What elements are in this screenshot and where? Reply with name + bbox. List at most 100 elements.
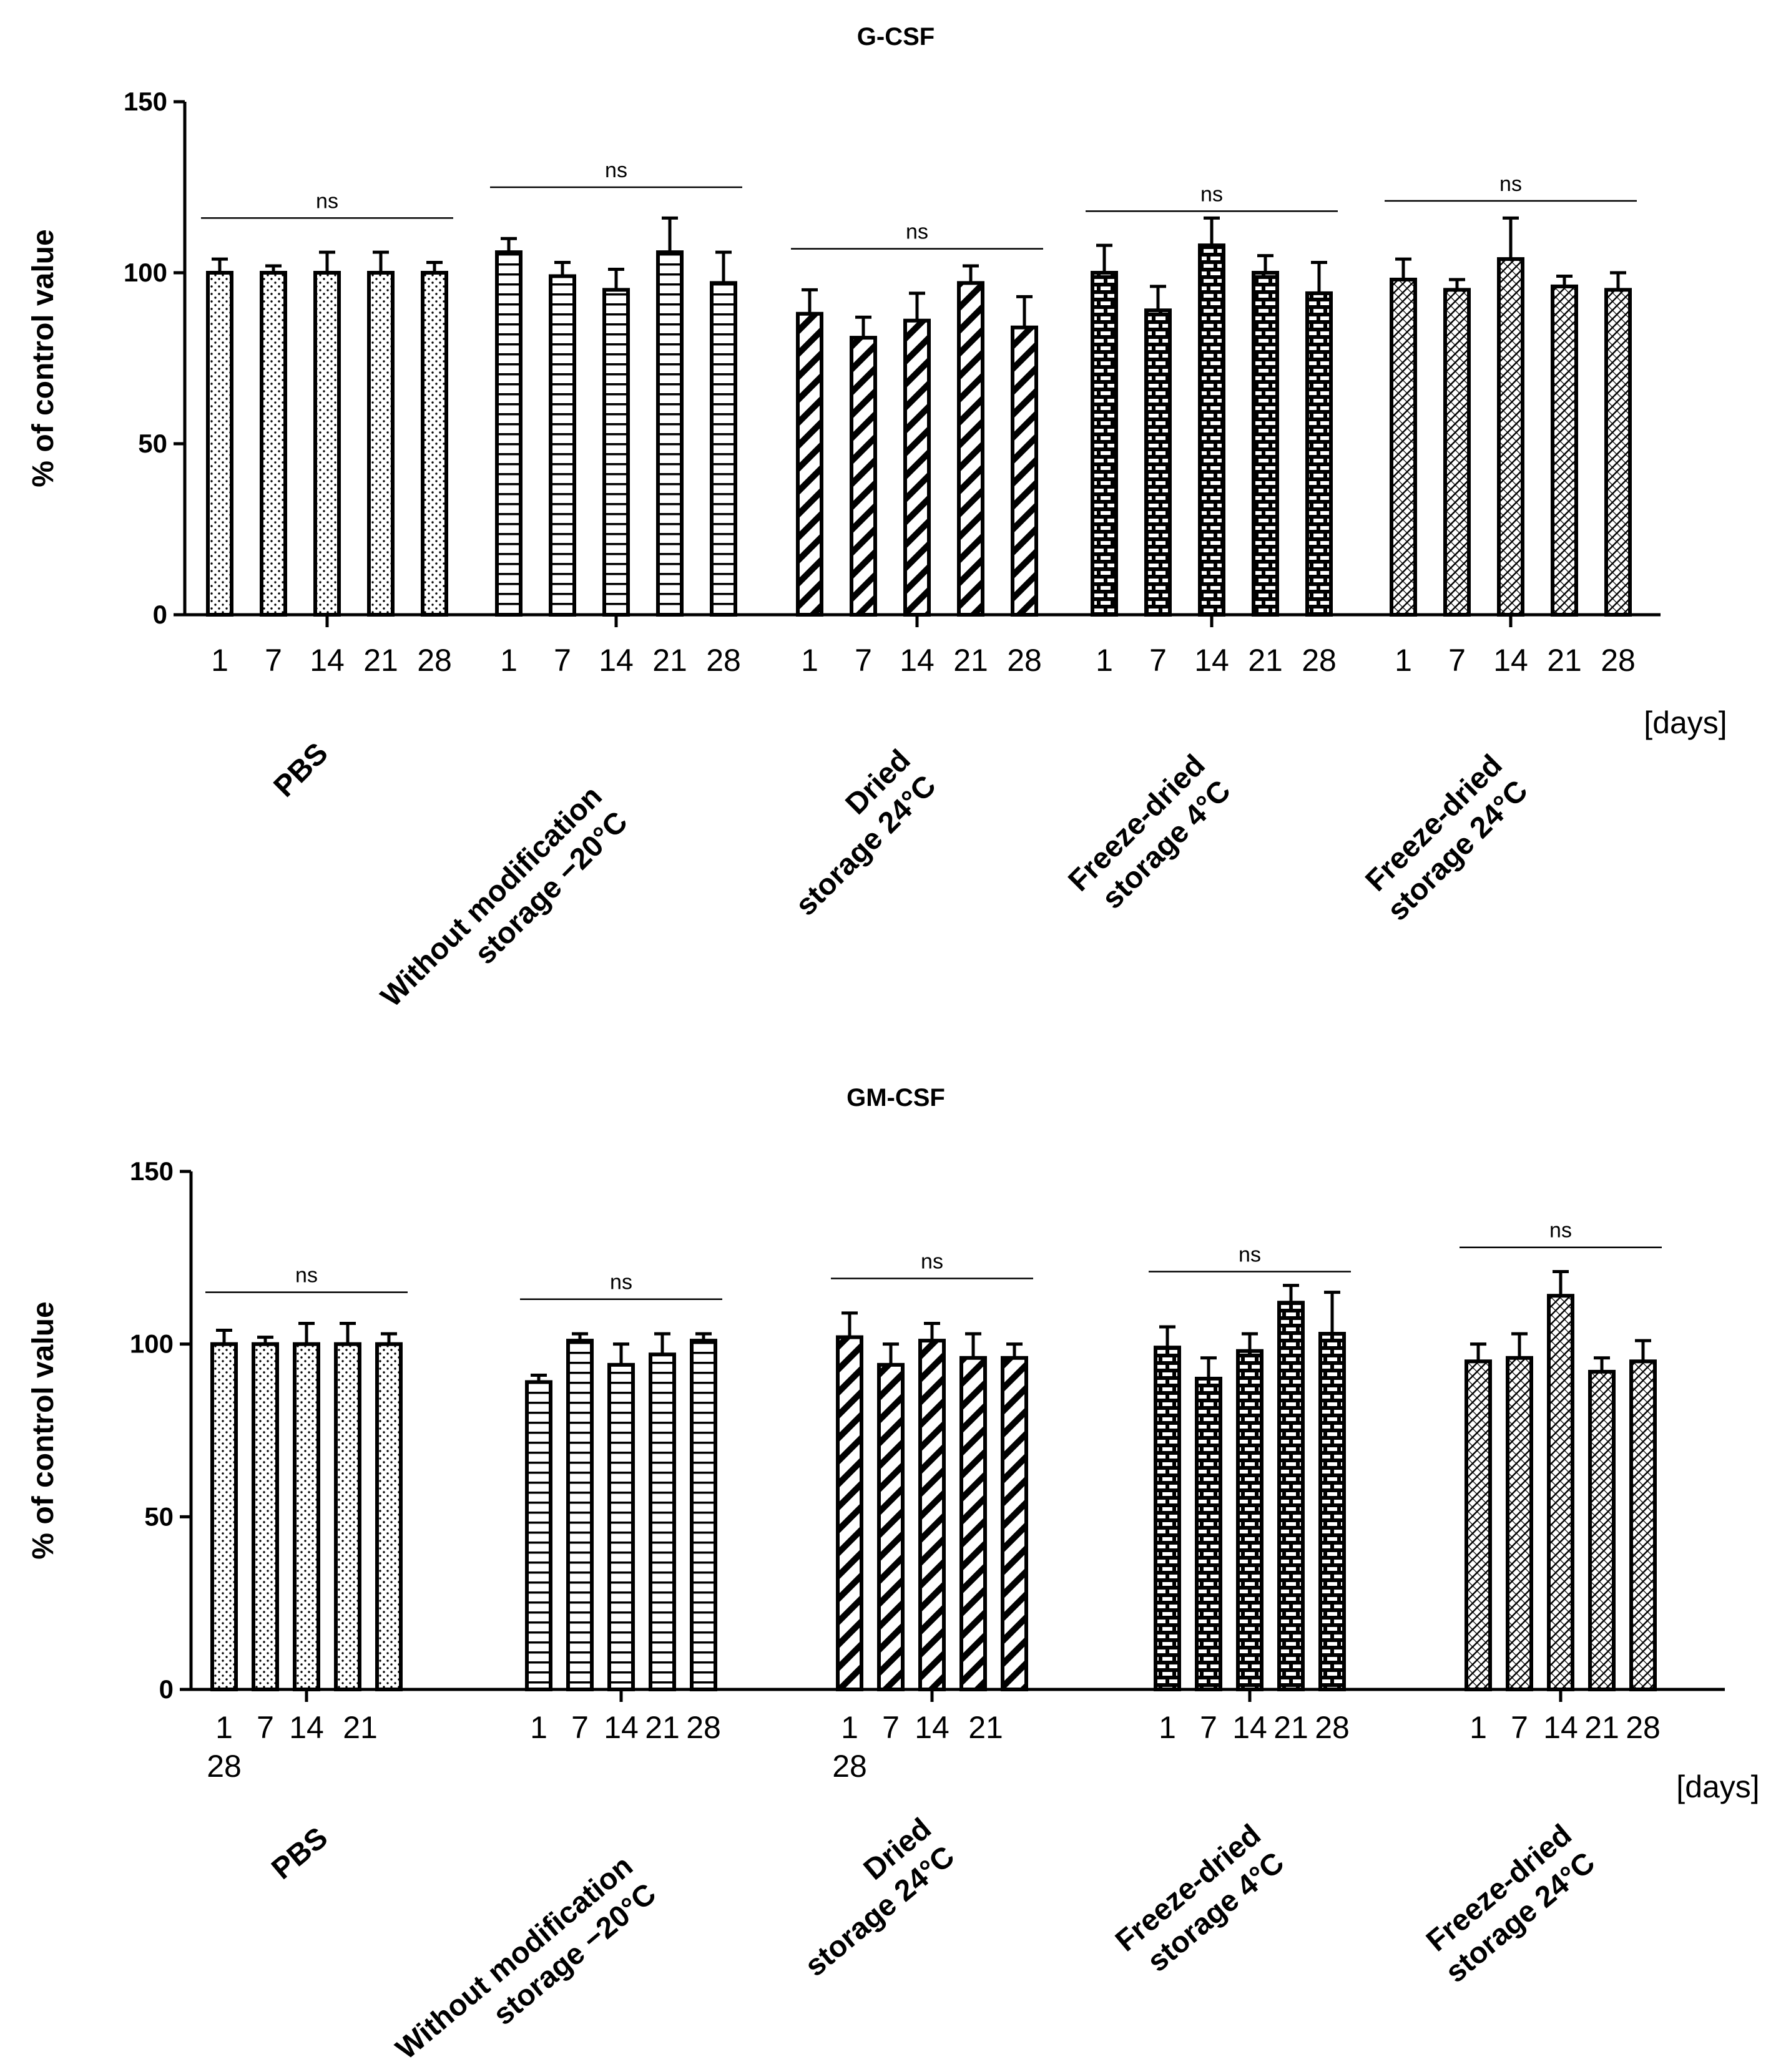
bar-group: 1 7 14 21 28 ns Freeze-driedstorage 4°C [1109,1243,1351,1985]
significance-label: ns [295,1264,318,1288]
bar [1252,271,1279,617]
group-label-line: PBS [265,1821,334,1886]
bar [566,1339,594,1691]
significance-label: ns [1499,172,1522,196]
y-tick-label: 100 [130,1329,174,1359]
significance-label: ns [1200,182,1223,206]
x-tick-label: 7 [571,1710,589,1745]
bar [421,271,448,617]
bar [334,1342,361,1692]
group-label: Freeze-driedstorage 4°C [1062,748,1237,923]
group-label: Without modificationstorage −20°C [375,779,634,1039]
group-label: Freeze-driedstorage 24°C [1416,1818,1602,1989]
x-tick-label: 7 [882,1710,900,1745]
x-tick-label: 1 [530,1710,547,1745]
x-tick-label: 21 [363,643,398,678]
y-tick-label: 0 [153,600,167,629]
bar [836,1335,863,1692]
group-label: PBS [265,1821,334,1886]
bar [903,318,931,617]
bar [710,281,737,617]
x-tick-label: 7 [257,1710,274,1745]
x-axis-unit: [days] [1644,705,1727,740]
x-tick-label: 7 [1149,643,1167,678]
bar [206,271,233,617]
bar [1604,288,1632,617]
chart-title: GM-CSF [846,1084,945,1112]
x-tick-label: 7 [1511,1710,1528,1745]
bar [690,1339,717,1691]
x-tick-label: 21 [1584,1710,1619,1745]
bar [1443,288,1471,617]
x-tick-label: 28 [686,1710,721,1745]
x-axis-unit: [days] [1676,1769,1759,1804]
group-label: Freeze-driedstorage 24°C [1355,748,1534,927]
x-tick-label: 21 [343,1710,378,1745]
bar [1547,1294,1574,1691]
x-tick-label: 14 [1194,643,1229,678]
x-tick-label: 7 [554,643,571,678]
x-tick-label: 14 [900,643,935,678]
x-tick-label: 28 [1007,643,1042,678]
bar [850,336,877,617]
bar [260,271,287,617]
group-label-line: Without modification [375,779,609,1014]
significance-label: ns [610,1271,632,1294]
x-tick-label: 21 [1547,643,1582,678]
bar [959,1356,987,1692]
group-label: PBS [268,736,335,803]
x-tick-label: 28 [1315,1710,1350,1745]
y-tick-label: 150 [130,1156,174,1186]
bar [1154,1346,1181,1691]
significance-label: ns [605,159,627,182]
bar [1588,1369,1616,1692]
x-tick-label: 14 [1543,1710,1578,1745]
x-tick-label: 14 [599,643,634,678]
y-axis-label: % of control value [27,1301,60,1559]
group-label: Driedstorage 24°C [763,743,942,922]
bar [918,1339,946,1691]
bar-group: 1 7 14 21 28 ns Without modificationstorage −2… [390,1271,722,2072]
group-label: Without modificationstorage −20°C [390,1849,662,2072]
group-label: Driedstorage 24°C [776,1812,961,1983]
bar [796,311,823,617]
x-tick-label: 21 [652,643,687,678]
x-tick-label: 28 [1626,1710,1661,1745]
bar [877,1362,905,1692]
x-tick-label: 21 [1273,1710,1308,1745]
x-tick-label: 1 [1470,1710,1487,1745]
significance-label: ns [1239,1243,1261,1266]
x-tick-label: 14 [289,1710,324,1745]
bar [1629,1359,1657,1691]
x-tick-label: 28 [1601,643,1636,678]
x-tick-label: 21 [1248,643,1283,678]
g-csf-chart-panel: G-CSF % of control value 0 50 100 150 1 7 14 21 28… [27,23,1727,1039]
y-tick-label: 100 [124,258,167,287]
x-tick-label: 28 [706,643,741,678]
x-tick-label: 7 [265,643,282,678]
x-tick-label: 14 [604,1710,639,1745]
x-tick-label: 1 [1159,1710,1176,1745]
bar [252,1342,279,1692]
bar [1001,1356,1028,1692]
x-tick-label: 21 [968,1710,1003,1745]
bar [313,271,341,617]
x-tick-label: 7 [855,643,872,678]
bar [1091,271,1118,617]
bar [1236,1349,1264,1692]
bar [525,1380,552,1692]
bar [1198,243,1225,617]
x-tick-label: 1 [500,643,518,678]
bar [210,1342,238,1692]
bar [375,1342,403,1692]
bar [1011,325,1038,617]
x-tick-label: 28 [832,1749,867,1784]
group-label: Freeze-driedstorage 4°C [1109,1818,1290,1985]
bar [293,1342,320,1692]
